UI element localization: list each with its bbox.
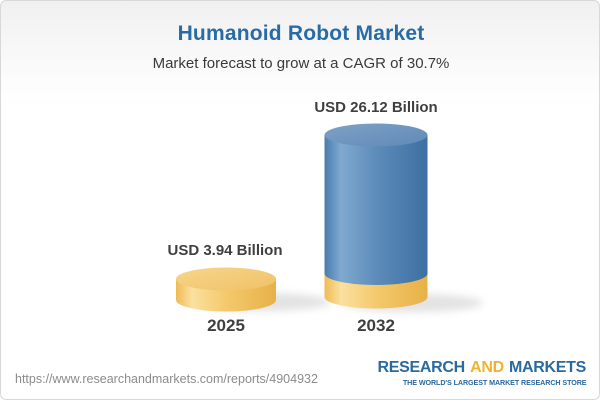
value-label-2032: USD 26.12 Billion <box>314 99 438 116</box>
bar-2025-top <box>176 267 276 291</box>
logo-tagline: THE WORLD'S LARGEST MARKET RESEARCH STOR… <box>402 378 586 387</box>
bar-2032-top <box>324 123 428 147</box>
chart-subtitle: Market forecast to grow at a CAGR of 30.… <box>152 55 450 72</box>
bar-2025-cylinder <box>176 267 276 312</box>
logo-word-research: RESEARCH <box>377 359 466 376</box>
logo-word-and: AND <box>470 359 504 376</box>
bar-2032-cylinder <box>324 123 428 309</box>
logo-word-markets: MARKETS <box>508 359 586 376</box>
category-label-2032: 2032 <box>357 316 395 335</box>
category-label-2025: 2025 <box>207 316 245 335</box>
page-title: Humanoid Robot Market <box>177 22 425 45</box>
research-and-markets-logo: RESEARCH AND MARKETS THE WORLD'S LARGEST… <box>377 359 587 387</box>
logo-wordmark: RESEARCH AND MARKETS <box>377 359 587 376</box>
report-url: https://www.researchandmarkets.com/repor… <box>15 372 318 386</box>
bar-2032-body <box>324 135 428 285</box>
value-label-2025: USD 3.94 Billion <box>167 242 283 259</box>
